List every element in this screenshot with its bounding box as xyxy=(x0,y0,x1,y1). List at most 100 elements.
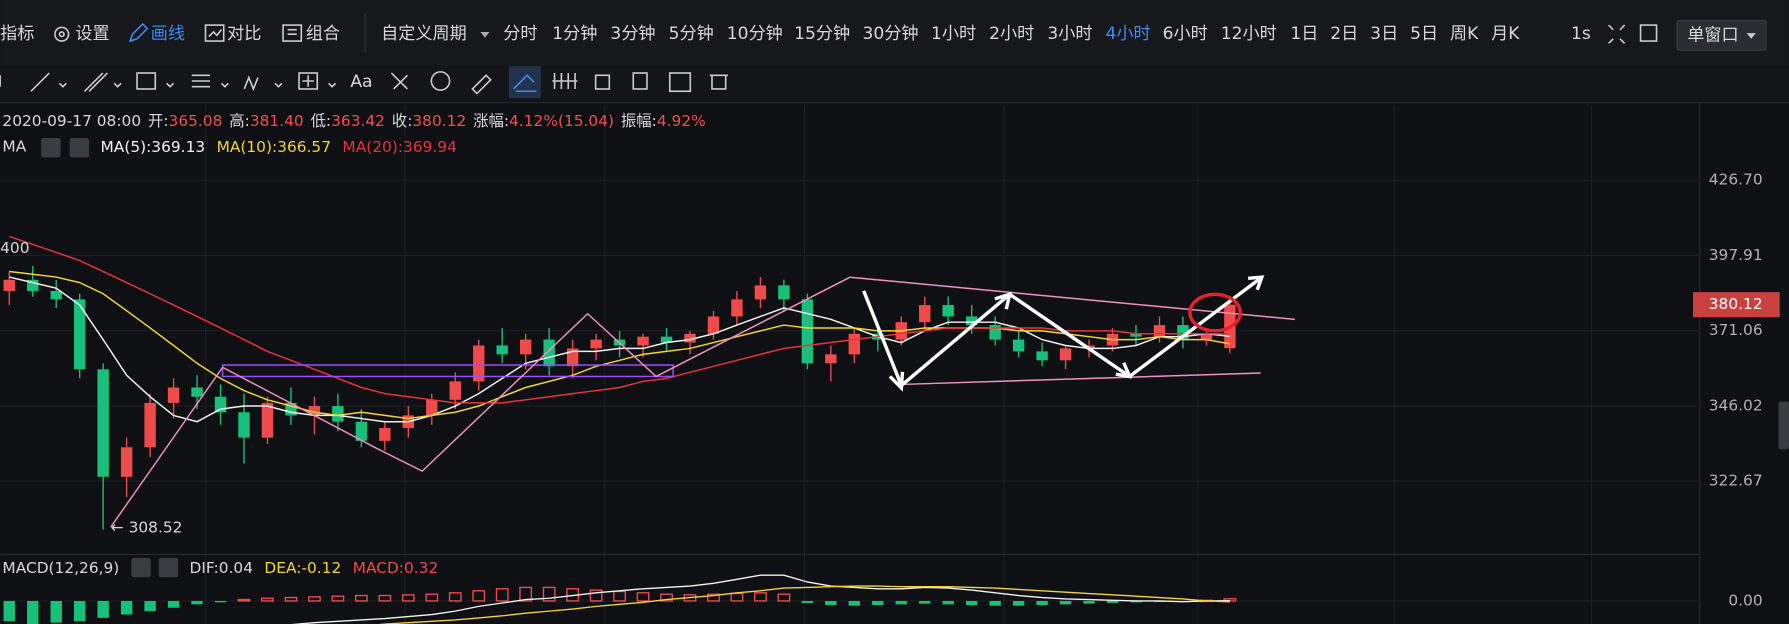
candle-body xyxy=(167,387,180,403)
macd-bar xyxy=(825,600,837,606)
macd-bar xyxy=(50,600,62,623)
info-value: 4.12%(15.04) xyxy=(509,111,614,129)
macd-line xyxy=(290,574,1230,624)
period-tab[interactable]: 自定义周期 xyxy=(381,24,467,44)
candle-body xyxy=(590,339,602,349)
macd-bar xyxy=(942,600,954,605)
close-icon[interactable] xyxy=(158,557,179,578)
settings-icon[interactable] xyxy=(41,138,61,158)
menu-item[interactable]: 画线 xyxy=(151,24,185,44)
macd-bar xyxy=(589,589,603,602)
candle-body xyxy=(637,336,649,346)
last-price-box xyxy=(1693,292,1780,318)
macd-bar xyxy=(308,596,321,602)
candle-body xyxy=(449,381,461,400)
window-button[interactable] xyxy=(1676,19,1767,51)
legend-name: MA(5) xyxy=(101,138,147,156)
period-tab[interactable]: 分时 xyxy=(503,24,537,44)
scroll-handle[interactable] xyxy=(1778,401,1789,450)
macd-bar xyxy=(707,593,720,602)
settings-icon[interactable] xyxy=(131,557,151,578)
annotation: 400 xyxy=(0,239,29,257)
macd-bar xyxy=(660,593,673,602)
period-tab[interactable]: 2日 xyxy=(1330,24,1358,44)
candle-body xyxy=(332,406,344,422)
candle-body xyxy=(1130,333,1142,337)
period-tab[interactable]: 1分钟 xyxy=(552,24,597,44)
candle-body xyxy=(144,402,156,448)
macd-bar xyxy=(519,586,533,602)
candle-body xyxy=(989,325,1001,340)
interval: 1s xyxy=(1571,24,1591,44)
candle-body xyxy=(965,316,978,326)
info-time: 2020-09-17 08:00 xyxy=(2,111,141,129)
period-tab[interactable]: 6小时 xyxy=(1163,24,1208,44)
macd-bar xyxy=(777,593,791,602)
ma-line xyxy=(9,276,1230,423)
period-tab[interactable]: 3小时 xyxy=(1047,24,1092,44)
menu-item[interactable]: 对比 xyxy=(227,24,261,44)
macd-values: DIF:0.04 DEA:-0.12 MACD:0.32 xyxy=(190,559,439,577)
macd-bar xyxy=(1083,600,1095,604)
y-tick-label: 346.02 xyxy=(1709,396,1763,414)
macd-bar xyxy=(191,600,203,605)
period-tab[interactable]: 3日 xyxy=(1370,24,1398,44)
macd-line-label: DIF:0.04 xyxy=(190,559,254,577)
period-tab[interactable]: 5分钟 xyxy=(669,24,714,44)
period-tab[interactable]: 10分钟 xyxy=(727,24,783,44)
macd-panel xyxy=(0,574,1700,624)
candle-body xyxy=(660,336,673,343)
period-tab[interactable]: 3分钟 xyxy=(610,24,655,44)
info-value: 381.40 xyxy=(250,111,304,129)
candle-body xyxy=(1177,325,1189,340)
macd-bar xyxy=(542,586,556,602)
candle-body xyxy=(355,421,368,441)
candle-body xyxy=(426,399,438,416)
macd-bar xyxy=(284,596,298,602)
candle-body xyxy=(73,299,86,370)
macd-bar xyxy=(1036,600,1048,606)
period-tab[interactable]: 周K xyxy=(1450,24,1479,44)
ma-line xyxy=(9,235,1230,404)
candle-body xyxy=(27,279,39,291)
period-tab[interactable]: 5日 xyxy=(1410,24,1438,44)
macd-bar xyxy=(237,598,251,602)
candle-body xyxy=(801,299,814,364)
candle-body xyxy=(778,285,790,300)
period-tab[interactable]: 12小时 xyxy=(1221,24,1277,44)
price-panel xyxy=(0,179,1700,530)
y-tick-label: 371.06 xyxy=(1709,321,1763,339)
candle-body xyxy=(1153,325,1166,337)
candle-body xyxy=(473,345,485,382)
period-tab[interactable]: 月K xyxy=(1491,24,1520,44)
period-tab[interactable]: 30分钟 xyxy=(863,24,919,44)
period-tab[interactable]: 2小时 xyxy=(989,24,1034,44)
candle-body xyxy=(848,333,861,355)
macd-bar xyxy=(472,590,486,602)
macd-line xyxy=(378,585,1230,624)
legend-name: MA(10) xyxy=(217,138,272,156)
menu-item[interactable]: 指标 xyxy=(0,24,34,44)
indicator-name: MA xyxy=(2,138,26,156)
top-toolbar xyxy=(0,0,1789,67)
text-tool[interactable]: Aa xyxy=(350,72,372,92)
drawings xyxy=(110,275,1295,528)
close-icon[interactable] xyxy=(69,138,90,158)
macd-bar xyxy=(872,600,884,606)
menu-item[interactable]: 设置 xyxy=(75,24,109,44)
period-tab[interactable]: 4小时 xyxy=(1106,24,1151,44)
candle-body xyxy=(754,285,767,300)
macd-bar xyxy=(354,594,368,602)
candle-body xyxy=(3,279,15,291)
y-tick-label: 322.67 xyxy=(1709,472,1763,490)
menu-item[interactable]: 组合 xyxy=(306,24,340,44)
window-label[interactable]: 单窗口 xyxy=(1687,25,1738,45)
macd-bar xyxy=(495,588,509,602)
macd-bar xyxy=(801,600,814,603)
info-value: 365.08 xyxy=(169,111,223,129)
period-tab[interactable]: 1日 xyxy=(1290,24,1318,44)
period-tab[interactable]: 15分钟 xyxy=(794,24,850,44)
macd-bar xyxy=(448,592,462,602)
candle-body xyxy=(1200,333,1213,340)
period-tab[interactable]: 1小时 xyxy=(931,24,976,44)
